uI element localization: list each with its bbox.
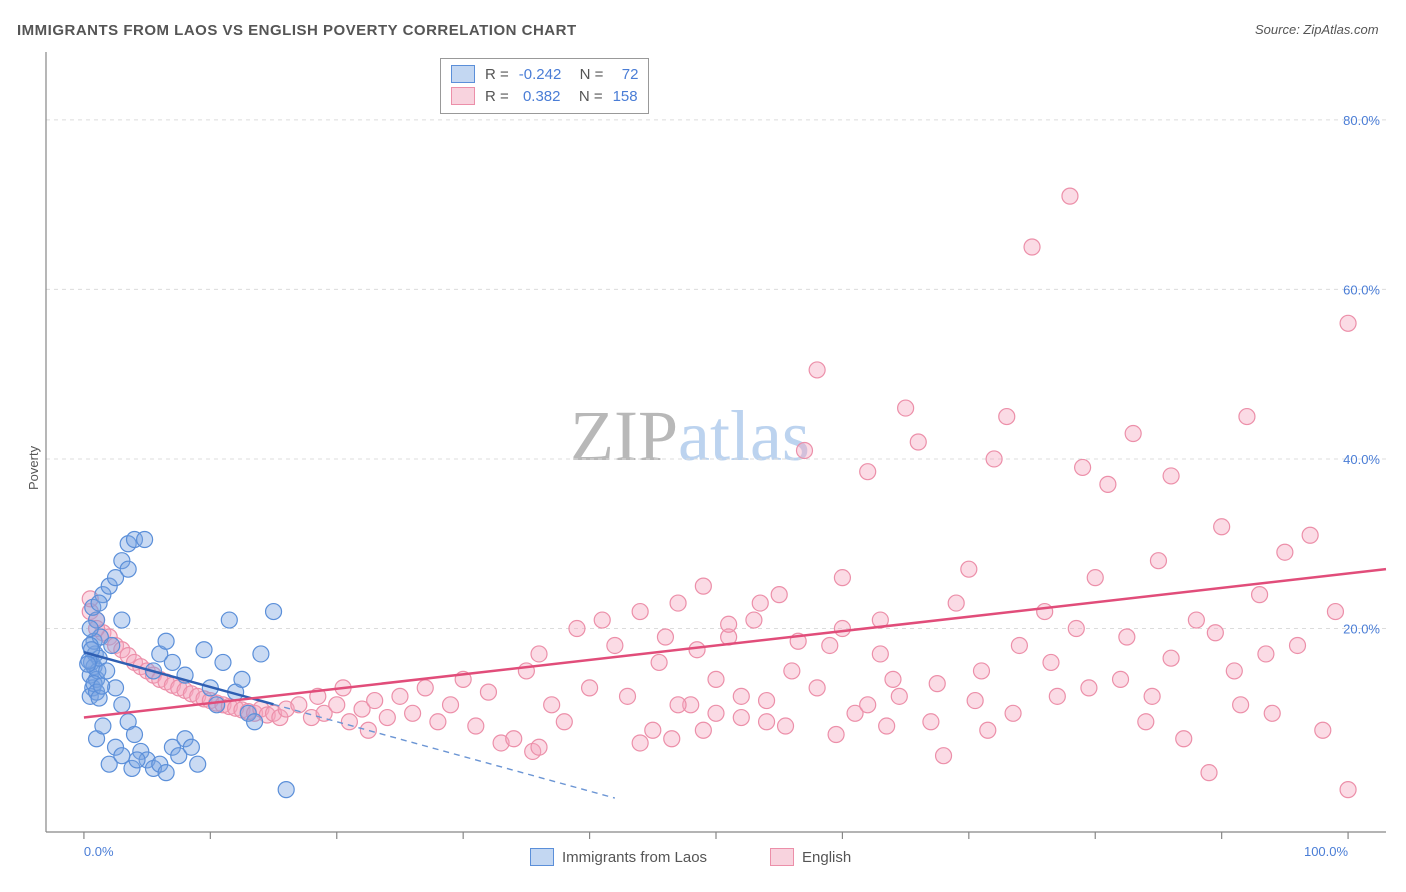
scatter-chart: 20.0% 40.0% 60.0% 80.0% 0.0% 100.0%: [0, 0, 1406, 892]
stat-label-r: R =: [485, 88, 509, 105]
legend-item-series-1: English: [770, 848, 851, 866]
stats-row-series-1: R = 0.382 N = 158: [451, 85, 638, 107]
stat-label-r: R =: [485, 66, 509, 83]
svg-text:80.0%: 80.0%: [1343, 113, 1380, 128]
swatch-series-0: [530, 848, 554, 866]
stat-n-series-0: 72: [613, 66, 638, 83]
svg-text:100.0%: 100.0%: [1304, 844, 1349, 859]
swatch-series-0: [451, 65, 475, 83]
stats-row-series-0: R = -0.242 N = 72: [451, 63, 638, 85]
swatch-series-1: [451, 87, 475, 105]
stat-r-series-0: -0.242: [519, 66, 562, 83]
stat-label-n: N =: [571, 66, 603, 83]
svg-text:60.0%: 60.0%: [1343, 282, 1380, 297]
stat-label-n: N =: [570, 88, 602, 105]
swatch-series-1: [770, 848, 794, 866]
svg-text:40.0%: 40.0%: [1343, 452, 1380, 467]
correlation-stats-box: R = -0.242 N = 72 R = 0.382 N = 158: [440, 58, 649, 114]
svg-text:0.0%: 0.0%: [84, 844, 114, 859]
legend-item-series-0: Immigrants from Laos: [530, 848, 707, 866]
svg-text:20.0%: 20.0%: [1343, 622, 1380, 637]
stat-n-series-1: 158: [613, 88, 638, 105]
legend-label-series-0: Immigrants from Laos: [562, 849, 707, 866]
legend-label-series-1: English: [802, 849, 851, 866]
stat-r-series-1: 0.382: [519, 88, 561, 105]
